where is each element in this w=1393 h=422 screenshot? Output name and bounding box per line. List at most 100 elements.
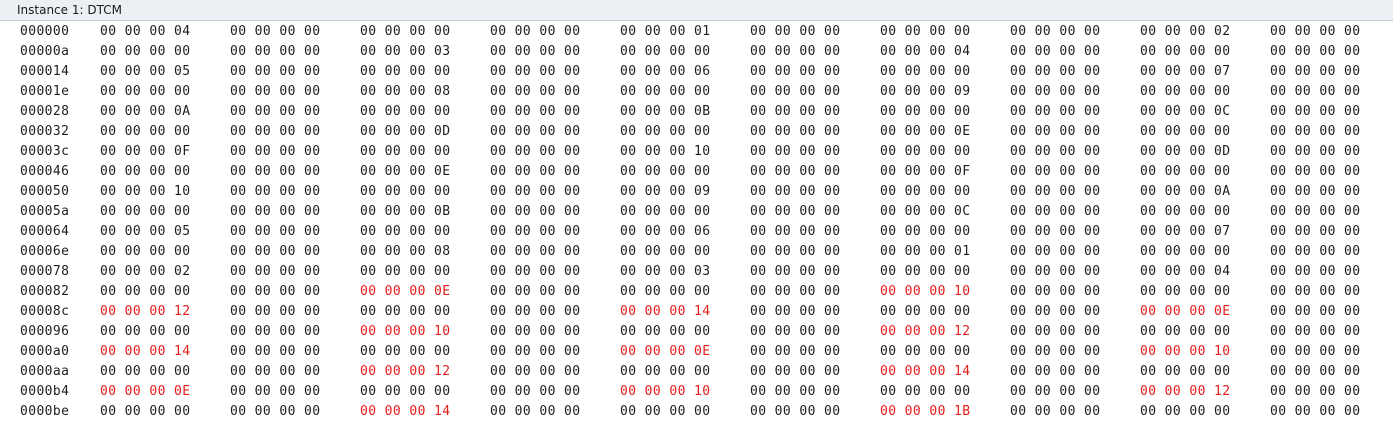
memory-word[interactable]: 00 00 00 00 (490, 84, 581, 99)
memory-word[interactable]: 00 00 00 07 (1140, 64, 1231, 79)
memory-word[interactable]: 00 00 00 00 (100, 284, 191, 299)
memory-word[interactable]: 00 00 00 00 (880, 184, 971, 199)
memory-word[interactable]: 00 00 00 00 (1010, 144, 1101, 159)
memory-word[interactable]: 00 00 00 05 (100, 64, 191, 79)
memory-word[interactable]: 00 00 00 00 (620, 84, 711, 99)
memory-word[interactable]: 00 00 00 00 (1010, 244, 1101, 259)
memory-word[interactable]: 00 00 00 00 (1140, 204, 1231, 219)
memory-word[interactable]: 00 00 00 00 (1010, 264, 1101, 279)
memory-word[interactable]: 00 00 00 00 (230, 184, 321, 199)
memory-word[interactable]: 00 00 00 00 (750, 244, 841, 259)
memory-word[interactable]: 00 00 00 00 (880, 224, 971, 239)
memory-word[interactable]: 00 00 00 00 (1270, 384, 1361, 399)
memory-word[interactable]: 00 00 00 00 (360, 144, 451, 159)
memory-word[interactable]: 00 00 00 00 (880, 344, 971, 359)
memory-word[interactable]: 00 00 00 00 (230, 104, 321, 119)
memory-word[interactable]: 00 00 00 00 (100, 164, 191, 179)
memory-word[interactable]: 00 00 00 00 (230, 84, 321, 99)
memory-word[interactable]: 00 00 00 00 (360, 344, 451, 359)
memory-word[interactable]: 00 00 00 00 (750, 84, 841, 99)
memory-word[interactable]: 00 00 00 00 (880, 264, 971, 279)
memory-word[interactable]: 00 00 00 00 (490, 244, 581, 259)
memory-word-changed[interactable]: 00 00 00 0E (620, 344, 711, 359)
memory-word[interactable]: 00 00 00 00 (1140, 164, 1231, 179)
memory-word[interactable]: 00 00 00 00 (750, 404, 841, 419)
memory-word[interactable]: 00 00 00 03 (360, 44, 451, 59)
memory-word[interactable]: 00 00 00 00 (230, 364, 321, 379)
memory-word[interactable]: 00 00 00 00 (490, 304, 581, 319)
memory-word[interactable]: 00 00 00 00 (620, 284, 711, 299)
memory-word-changed[interactable]: 00 00 00 10 (620, 384, 711, 399)
memory-word[interactable]: 00 00 00 00 (490, 384, 581, 399)
memory-word[interactable]: 00 00 00 00 (1010, 204, 1101, 219)
memory-word[interactable]: 00 00 00 00 (230, 144, 321, 159)
memory-word[interactable]: 00 00 00 0F (100, 144, 191, 159)
memory-word[interactable]: 00 00 00 0E (360, 164, 451, 179)
memory-word[interactable]: 00 00 00 00 (230, 44, 321, 59)
memory-word[interactable]: 00 00 00 00 (1270, 244, 1361, 259)
memory-word[interactable]: 00 00 00 00 (1140, 244, 1231, 259)
memory-word[interactable]: 00 00 00 00 (1270, 204, 1361, 219)
memory-word-changed[interactable]: 00 00 00 0E (360, 284, 451, 299)
memory-word[interactable]: 00 00 00 10 (620, 144, 711, 159)
memory-word[interactable]: 00 00 00 00 (750, 284, 841, 299)
memory-word[interactable]: 00 00 00 00 (1010, 24, 1101, 39)
memory-word[interactable]: 00 00 00 00 (100, 204, 191, 219)
memory-word[interactable]: 00 00 00 00 (490, 104, 581, 119)
memory-word[interactable]: 00 00 00 00 (1140, 324, 1231, 339)
memory-word[interactable]: 00 00 00 00 (490, 44, 581, 59)
memory-word[interactable]: 00 00 00 00 (1270, 184, 1361, 199)
memory-word[interactable]: 00 00 00 00 (230, 124, 321, 139)
memory-word[interactable]: 00 00 00 00 (1010, 124, 1101, 139)
memory-word[interactable]: 00 00 00 00 (490, 344, 581, 359)
memory-word[interactable]: 00 00 00 00 (230, 264, 321, 279)
memory-word[interactable]: 00 00 00 00 (750, 384, 841, 399)
memory-word-changed[interactable]: 00 00 00 14 (880, 364, 971, 379)
memory-word[interactable]: 00 00 00 00 (1140, 404, 1231, 419)
memory-word[interactable]: 00 00 00 00 (100, 44, 191, 59)
memory-word[interactable]: 00 00 00 00 (1140, 124, 1231, 139)
memory-word[interactable]: 00 00 00 00 (880, 24, 971, 39)
memory-word[interactable]: 00 00 00 00 (360, 384, 451, 399)
memory-word[interactable]: 00 00 00 00 (750, 124, 841, 139)
memory-word[interactable]: 00 00 00 00 (880, 104, 971, 119)
memory-word[interactable]: 00 00 00 00 (620, 44, 711, 59)
memory-word-changed[interactable]: 00 00 00 10 (360, 324, 451, 339)
memory-word[interactable]: 00 00 00 0C (1140, 104, 1231, 119)
memory-word[interactable]: 00 00 00 00 (230, 24, 321, 39)
memory-word[interactable]: 00 00 00 00 (1010, 344, 1101, 359)
memory-word[interactable]: 00 00 00 00 (100, 404, 191, 419)
memory-word[interactable]: 00 00 00 00 (490, 204, 581, 219)
memory-word[interactable]: 00 00 00 00 (230, 244, 321, 259)
memory-word[interactable]: 00 00 00 00 (1270, 404, 1361, 419)
memory-word[interactable]: 00 00 00 00 (1270, 364, 1361, 379)
memory-word[interactable]: 00 00 00 00 (1010, 84, 1101, 99)
memory-word[interactable]: 00 00 00 00 (1010, 404, 1101, 419)
memory-word[interactable]: 00 00 00 0E (880, 124, 971, 139)
memory-word[interactable]: 00 00 00 00 (1270, 264, 1361, 279)
memory-word[interactable]: 00 00 00 00 (1140, 364, 1231, 379)
memory-word-changed[interactable]: 00 00 00 14 (100, 344, 191, 359)
memory-word[interactable]: 00 00 00 00 (360, 64, 451, 79)
memory-word[interactable]: 00 00 00 07 (1140, 224, 1231, 239)
memory-word[interactable]: 00 00 00 00 (620, 204, 711, 219)
memory-word[interactable]: 00 00 00 0D (360, 124, 451, 139)
memory-word[interactable]: 00 00 00 00 (1010, 224, 1101, 239)
memory-word[interactable]: 00 00 00 00 (360, 24, 451, 39)
memory-word[interactable]: 00 00 00 00 (750, 304, 841, 319)
memory-word[interactable]: 00 00 00 00 (1270, 324, 1361, 339)
memory-word[interactable]: 00 00 00 0A (1140, 184, 1231, 199)
memory-word[interactable]: 00 00 00 00 (360, 304, 451, 319)
memory-word[interactable]: 00 00 00 08 (360, 84, 451, 99)
memory-word[interactable]: 00 00 00 00 (100, 124, 191, 139)
memory-word[interactable]: 00 00 00 01 (620, 24, 711, 39)
memory-word[interactable]: 00 00 00 00 (230, 64, 321, 79)
memory-word[interactable]: 00 00 00 01 (880, 244, 971, 259)
memory-word[interactable]: 00 00 00 00 (1270, 24, 1361, 39)
memory-word[interactable]: 00 00 00 00 (490, 144, 581, 159)
memory-word-changed[interactable]: 00 00 00 1B (880, 404, 971, 419)
memory-word[interactable]: 00 00 00 00 (360, 224, 451, 239)
memory-word[interactable]: 00 00 00 00 (230, 204, 321, 219)
memory-word[interactable]: 00 00 00 00 (1010, 44, 1101, 59)
memory-word[interactable]: 00 00 00 00 (750, 204, 841, 219)
